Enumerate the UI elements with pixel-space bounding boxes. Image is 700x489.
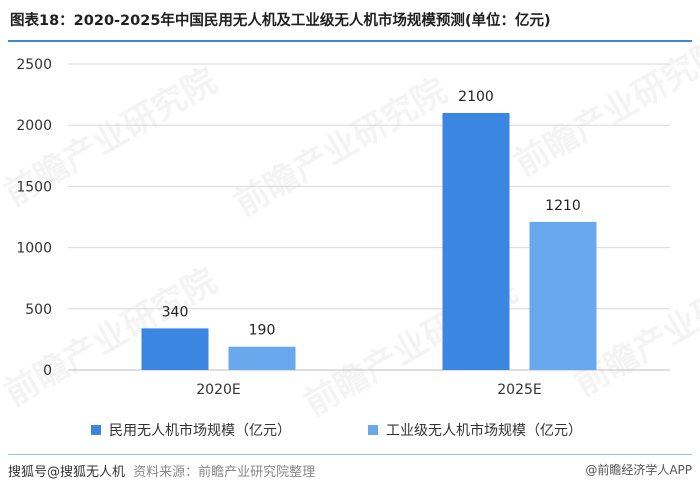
legend-swatch-industrial bbox=[368, 425, 378, 435]
bar bbox=[442, 112, 510, 371]
footer-source-note: 资料来源：前瞻产业研究院整理 bbox=[133, 465, 316, 480]
footer-account: 搜狐号@搜狐无人机 bbox=[8, 465, 126, 480]
footer-source: 搜狐号@搜狐无人机 资料来源：前瞻产业研究院整理 bbox=[8, 461, 315, 480]
title-underline bbox=[8, 40, 692, 42]
legend-item-civil: 民用无人机市场规模（亿元） bbox=[91, 421, 291, 439]
bar bbox=[141, 328, 209, 370]
legend-label-industrial: 工业级无人机市场规模（亿元） bbox=[386, 423, 582, 439]
y-tick-label: 1000 bbox=[16, 241, 52, 257]
legend-label-civil: 民用无人机市场规模（亿元） bbox=[109, 423, 291, 439]
bar bbox=[529, 221, 597, 370]
chart-title: 图表18：2020-2025年中国民用无人机及工业级无人机市场规模预测(单位：亿… bbox=[10, 13, 551, 29]
data-label: 2100 bbox=[458, 89, 494, 105]
bar bbox=[228, 346, 296, 370]
y-tick-label: 2500 bbox=[16, 57, 52, 73]
legend-item-industrial: 工业级无人机市场规模（亿元） bbox=[368, 421, 582, 439]
data-label: 340 bbox=[162, 304, 189, 320]
x-tick-label: 2020E bbox=[196, 382, 240, 398]
y-tick-label: 2000 bbox=[16, 118, 52, 134]
data-label: 1210 bbox=[545, 198, 581, 214]
legend-swatch-civil bbox=[91, 425, 101, 435]
y-tick-label: 0 bbox=[43, 363, 52, 379]
footer-brand: @前瞻经济学人APP bbox=[585, 463, 692, 477]
x-tick-label: 2025E bbox=[497, 382, 541, 398]
data-label: 190 bbox=[249, 323, 276, 339]
footer-divider bbox=[8, 454, 692, 455]
chart-title-bar: 图表18：2020-2025年中国民用无人机及工业级无人机市场规模预测(单位：亿… bbox=[0, 0, 700, 42]
y-tick-label: 500 bbox=[25, 302, 52, 318]
y-tick-label: 1500 bbox=[16, 179, 52, 195]
